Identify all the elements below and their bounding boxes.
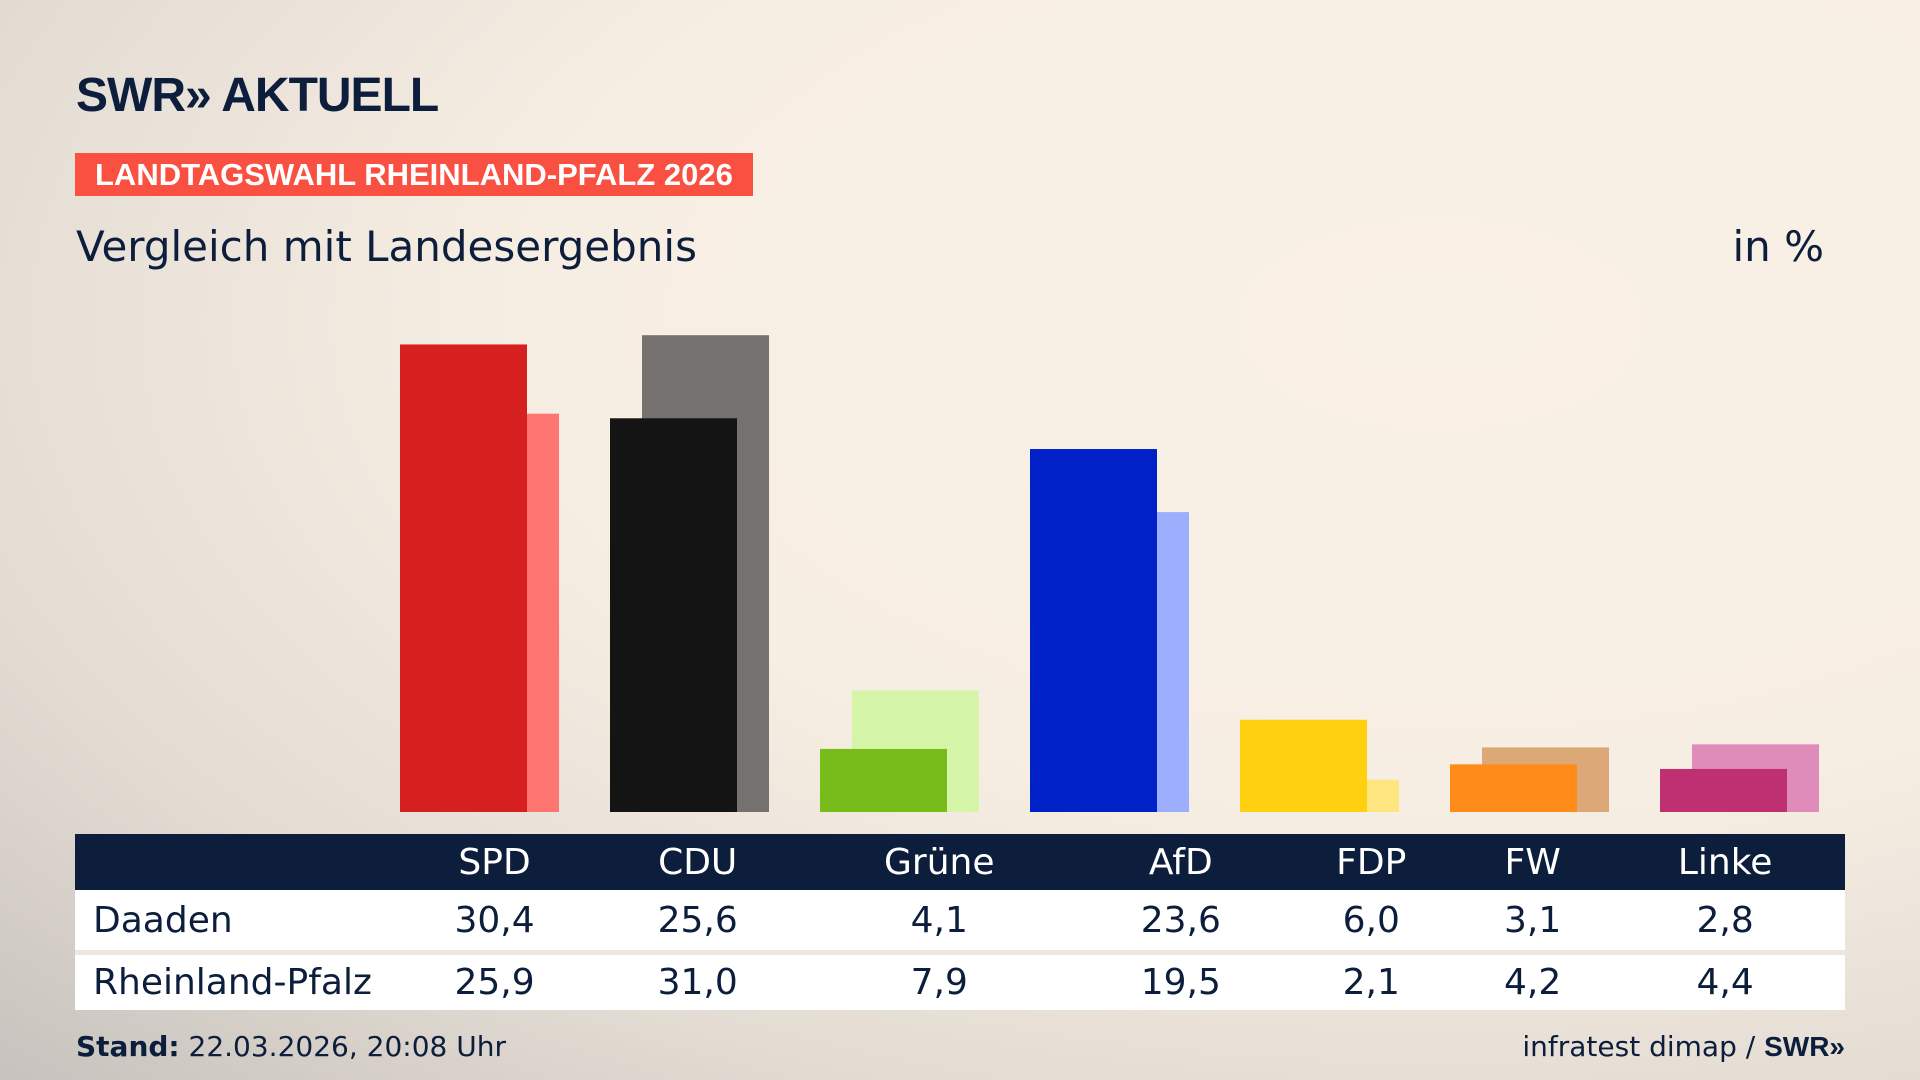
value-cell: 4,1 — [799, 890, 1080, 950]
bar-chart — [400, 335, 1819, 812]
source: infratest dimap / SWR» — [1522, 1030, 1845, 1063]
value-cell: 6,0 — [1282, 890, 1461, 950]
column-header: AfD — [1079, 834, 1283, 890]
bar-fw-daaden — [1450, 764, 1577, 812]
bar-grüne-daaden — [820, 748, 947, 812]
value-cell: 7,9 — [799, 950, 1080, 1010]
column-header: Linke — [1605, 834, 1845, 890]
table-row: Daaden 30,4 25,6 4,1 23,6 6,0 3,1 2,8 — [75, 890, 1845, 950]
swr-logo-small: SWR» — [1764, 1031, 1845, 1062]
value-cell: 25,9 — [393, 950, 597, 1010]
value-cell: 2,8 — [1605, 890, 1845, 950]
bar-cdu-daaden — [610, 418, 737, 812]
column-header: FW — [1460, 834, 1606, 890]
swr-aktuell-logo: SWR» AKTUELL — [76, 69, 439, 122]
column-header: CDU — [596, 834, 800, 890]
source-text: infratest dimap / — [1522, 1030, 1765, 1063]
column-header: SPD — [393, 834, 597, 890]
row-label: Rheinland-Pfalz — [75, 950, 393, 1010]
column-header: FDP — [1282, 834, 1461, 890]
bar-linke-daaden — [1660, 768, 1787, 812]
column-header: Grüne — [799, 834, 1080, 890]
value-cell: 2,1 — [1282, 950, 1461, 1010]
timestamp: Stand: 22.03.2026, 20:08 Uhr — [76, 1030, 506, 1063]
value-cell: 3,1 — [1460, 890, 1606, 950]
header-blank — [75, 834, 393, 890]
chart-subtitle: Vergleich mit Landesergebnis — [76, 222, 697, 271]
row-label: Daaden — [75, 890, 393, 950]
bar-spd-daaden — [400, 344, 527, 812]
value-cell: 25,6 — [596, 890, 800, 950]
unit-label: in % — [1732, 222, 1824, 271]
value-cell: 4,2 — [1460, 950, 1606, 1010]
stand-value: 22.03.2026, 20:08 Uhr — [179, 1030, 506, 1063]
stand-label: Stand: — [76, 1030, 180, 1063]
value-cell: 23,6 — [1079, 890, 1283, 950]
election-banner: LANDTAGSWAHL RHEINLAND-PFALZ 2026 — [75, 153, 753, 196]
value-cell: 30,4 — [393, 890, 597, 950]
table-row: Rheinland-Pfalz 25,9 31,0 7,9 19,5 2,1 4,2 4,4 — [75, 950, 1845, 1010]
value-cell: 4,4 — [1605, 950, 1845, 1010]
results-table: SPD CDU Grüne AfD FDP FW Linke Daaden 30,4 25,6 4… — [75, 834, 1845, 1010]
bar-fdp-daaden — [1240, 719, 1367, 812]
bar-afd-daaden — [1030, 449, 1157, 812]
value-cell: 31,0 — [596, 950, 800, 1010]
value-cell: 19,5 — [1079, 950, 1283, 1010]
